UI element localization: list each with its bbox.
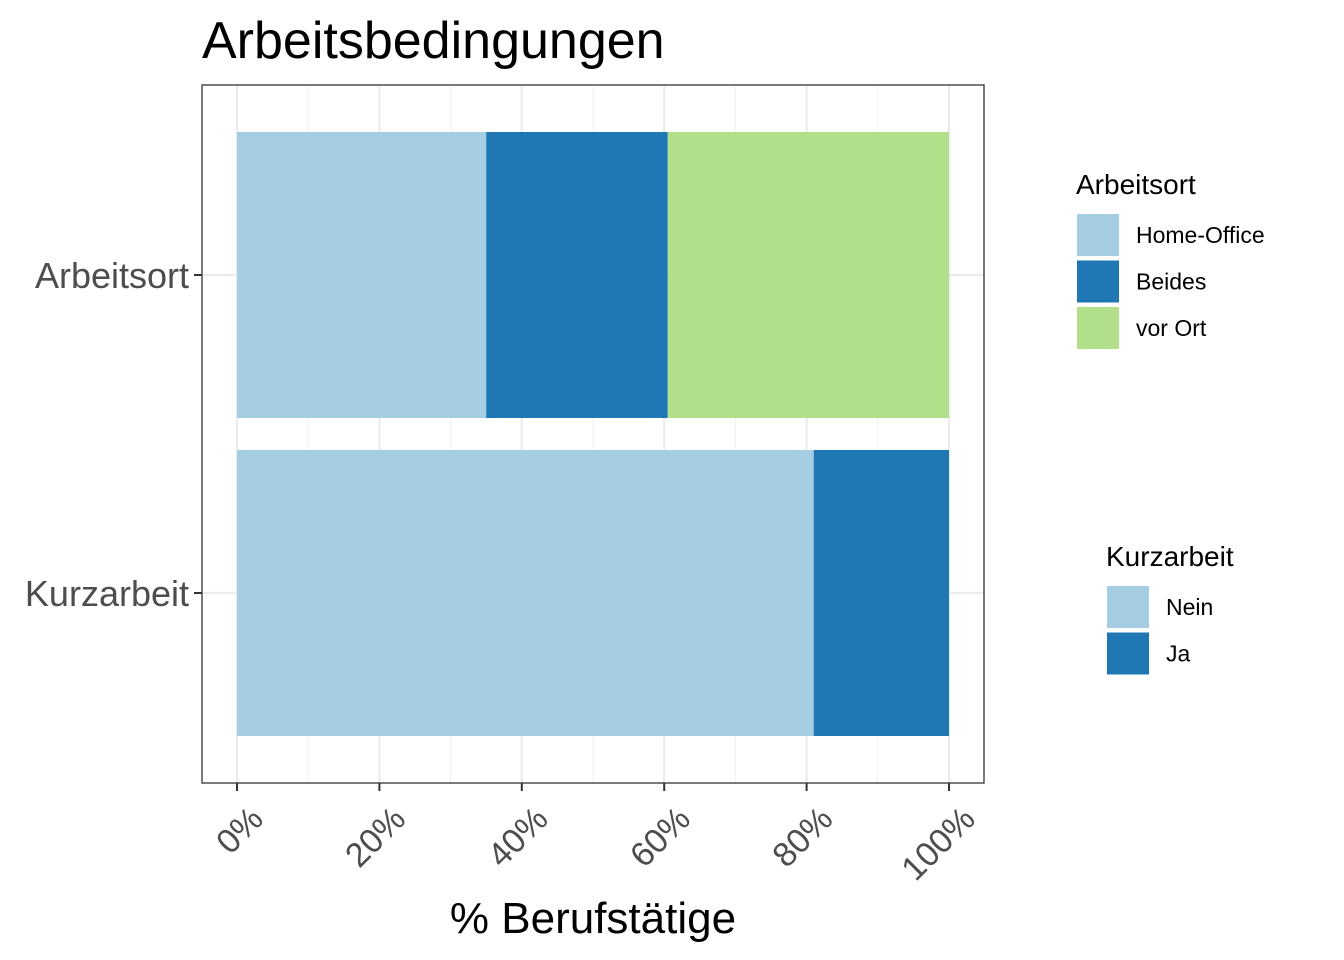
legend-key — [1075, 212, 1121, 258]
legend-label: vor Ort — [1136, 315, 1207, 341]
x-tick-label: 100% — [894, 800, 982, 888]
x-tick-label: 0% — [209, 800, 271, 862]
legend-key — [1075, 258, 1121, 305]
legend-title: Kurzarbeit — [1106, 541, 1234, 572]
y-tick-label: Arbeitsort — [35, 255, 189, 296]
legend-kurzarbeit: Kurzarbeit Nein Ja — [1105, 541, 1234, 677]
legend-label: Nein — [1166, 594, 1213, 620]
bar-segment-arbeitsort-vor-ort — [667, 132, 949, 418]
y-tick-label: Kurzarbeit — [25, 573, 189, 614]
legend-label: Ja — [1166, 641, 1191, 667]
plot-panel-border — [201, 84, 985, 784]
x-tick-label: 60% — [623, 800, 698, 875]
legends: Arbeitsort Home-Office Beides vor Ort Kurzar… — [1075, 169, 1265, 677]
legend-title: Arbeitsort — [1076, 169, 1196, 200]
y-axis: Arbeitsort Kurzarbeit — [25, 255, 202, 614]
legend-key — [1105, 630, 1151, 677]
legend-key — [1105, 584, 1151, 630]
chart-title: Arbeitsbedingungen — [202, 12, 665, 70]
x-tick-label: 40% — [480, 800, 555, 875]
bars — [237, 132, 949, 736]
bar-segment-arbeitsort-beides — [486, 132, 668, 418]
bar-segment-kurzarbeit-nein — [237, 450, 814, 736]
x-tick-label: 80% — [765, 800, 840, 875]
legend-key — [1075, 305, 1121, 351]
legend-arbeitsort: Arbeitsort Home-Office Beides vor Ort — [1075, 169, 1265, 351]
legend-label: Beides — [1136, 269, 1206, 295]
legend-label: Home-Office — [1136, 222, 1265, 248]
bar-segment-arbeitsort-home-office — [237, 132, 487, 418]
bar-segment-kurzarbeit-ja — [813, 450, 949, 736]
x-axis: 0% 20% 40% 60% 80% 100% — [209, 783, 983, 888]
x-tick-label: 20% — [338, 800, 413, 875]
x-axis-label: % Berufstätige — [450, 894, 736, 943]
